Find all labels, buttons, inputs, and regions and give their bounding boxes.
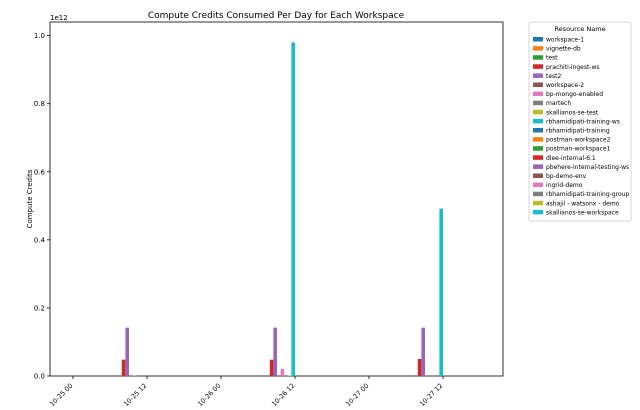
legend-entry: test2: [546, 73, 562, 80]
legend-entry: martech: [546, 100, 571, 107]
y-tick-label: 0.6: [34, 168, 46, 176]
legend-entry: workspace-1: [546, 37, 584, 44]
legend: Resource Name workspace-1 vignette-db test p…: [528, 21, 632, 222]
legend-entry: pbehere-internal-testing-ws: [546, 164, 629, 171]
legend-entry: skallianos-se-workspace: [546, 209, 619, 216]
y-axis-label: Compute Credits: [26, 169, 34, 228]
legend-swatch: [533, 91, 543, 97]
legend-swatch: [533, 182, 543, 188]
x-tick-label: 10-26 00: [196, 382, 222, 408]
bar-test2: [273, 327, 277, 376]
legend-entry: skallianos-se-test: [546, 109, 599, 116]
y-tick-label: 1.0: [34, 32, 45, 40]
legend-entry: vignette-db: [546, 46, 581, 53]
y-tick-label: 0.2: [34, 304, 45, 312]
x-tick-label: 10-25 00: [48, 382, 74, 408]
legend-swatch: [533, 118, 543, 124]
bar-bp-mongo-enabled: [132, 375, 137, 376]
legend-entry: ingrid-demo: [546, 182, 583, 189]
legend-title: Resource Name: [554, 25, 605, 33]
legend-box: [528, 21, 632, 222]
legend-swatch: [533, 55, 543, 60]
y-tick-label: 0.4: [34, 236, 46, 244]
bar-prachiti-ingest-ws: [269, 359, 274, 376]
legend-entry: postman-workspace1: [546, 146, 611, 153]
legend-swatch: [533, 64, 543, 69]
legend-swatch: [533, 155, 543, 160]
legend-swatch: [533, 173, 543, 178]
legend-entry: postman-workspace2: [546, 137, 611, 144]
legend-entry: bp-demo-env: [546, 173, 587, 180]
bar-rbhamidipati-training-ws: [439, 208, 443, 376]
legend-swatch: [533, 73, 543, 78]
x-tick-label: 10-25 12: [122, 382, 148, 408]
legend-swatch: [533, 209, 543, 215]
legend-entry: ashajil - watsonx - demo: [546, 200, 620, 207]
bar-rbhamidipati-training-ws: [291, 42, 295, 377]
legend-swatch: [533, 137, 543, 142]
legend-entry: dlee-internal-6.1: [546, 155, 596, 162]
bar-test2: [125, 327, 129, 376]
legend-swatch: [533, 109, 543, 115]
bar-bp-mongo-enabled: [280, 369, 285, 376]
legend-swatch: [533, 164, 543, 169]
bar-prachiti-ingest-ws: [417, 358, 422, 376]
legend-swatch: [533, 37, 543, 42]
legend-entry: workspace-2: [546, 82, 584, 89]
legend-entry: rbhamidipati-training: [546, 128, 610, 135]
bar-skallianos-se-test: [287, 375, 292, 376]
axes-frame: [49, 21, 504, 377]
plot-area: 0.0 0.2 0.4 0.6 0.8 1.0 10-25 00 10-25 12 10-26 …: [34, 21, 504, 408]
y-tick-label: 0.8: [34, 100, 45, 108]
legend-entry: rbhamidipati-training-ws: [546, 118, 620, 125]
y-tick-label: 0.0: [34, 373, 45, 381]
legend-swatch: [533, 46, 543, 51]
chart-title: Compute Credits Consumed Per Day for Eac…: [148, 11, 405, 21]
legend-entry: bp-mongo-enabled: [546, 91, 603, 98]
legend-swatch: [533, 100, 543, 106]
x-tick-label: 10-26 12: [270, 382, 296, 408]
bar-test2: [421, 327, 425, 376]
x-tick-label: 10-27 00: [344, 382, 370, 408]
legend-swatch: [533, 82, 543, 87]
y-axis-offset-label: 1e12: [50, 14, 68, 22]
legend-swatch: [533, 191, 543, 197]
legend-entry: test: [546, 55, 558, 62]
legend-swatch: [533, 200, 543, 206]
legend-entry: rbhamidipati-training-group: [546, 191, 629, 198]
x-tick-label: 10-27 12: [418, 382, 444, 408]
bar-prachiti-ingest-ws: [121, 359, 126, 376]
legend-swatch: [533, 146, 543, 151]
legend-swatch: [533, 128, 543, 133]
legend-entry: prachiti-ingest-ws: [546, 64, 600, 71]
